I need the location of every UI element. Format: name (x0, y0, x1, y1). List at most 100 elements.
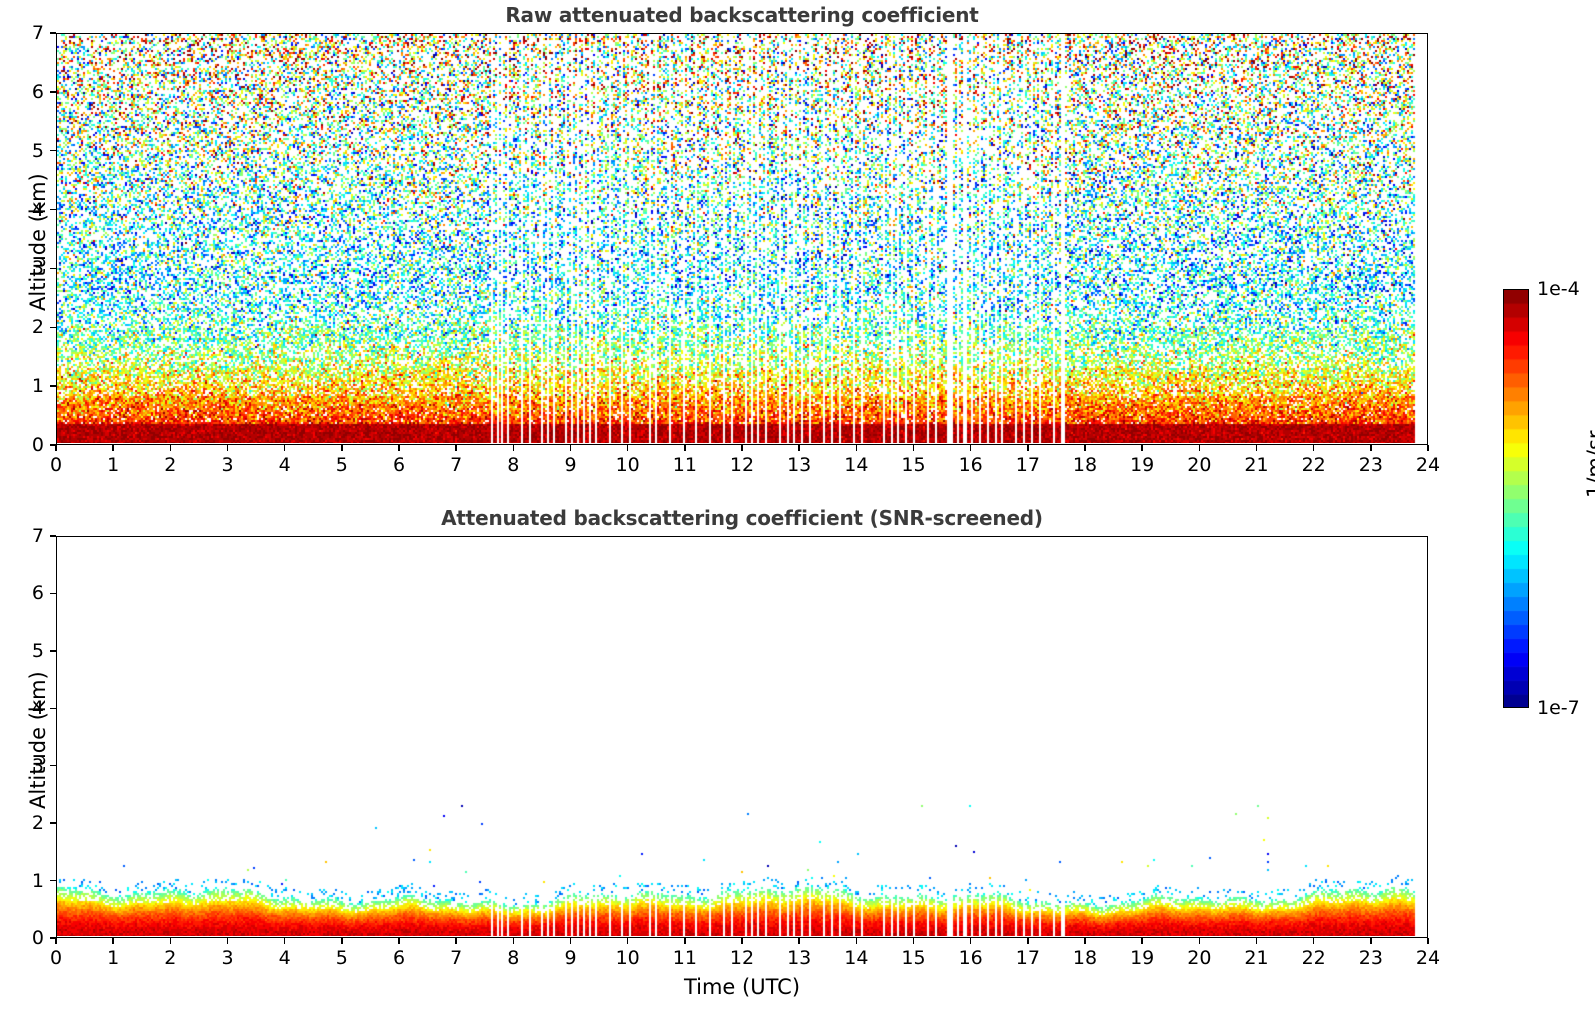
xtick-top-14 (855, 445, 858, 451)
xticklabel-top-20: 20 (1187, 454, 1212, 476)
xticklabel-bottom-6: 6 (392, 947, 406, 969)
xtick-bottom-19 (1141, 938, 1143, 944)
ytick-bottom-1 (50, 879, 56, 882)
yticklabel-top-1: 1 (31, 375, 44, 398)
xtick-top-22 (1312, 445, 1315, 451)
xticklabel-top-18: 18 (1072, 454, 1098, 476)
xtick-top-2 (169, 445, 172, 451)
xtick-top-5 (341, 445, 343, 451)
xtick-top-16 (969, 445, 972, 451)
colorbar-axis-label: 1/m/sr (1583, 430, 1595, 498)
xtick-top-15 (912, 445, 915, 451)
xticklabel-bottom-2: 2 (164, 947, 177, 969)
xticklabel-bottom-10: 10 (615, 947, 640, 969)
heatmap-raw (57, 34, 1426, 443)
xtick-bottom-6 (398, 938, 400, 944)
yticklabel-top-7: 7 (31, 22, 44, 44)
xtick-top-17 (1027, 445, 1029, 451)
xtick-top-9 (569, 445, 572, 451)
yticklabel-top-2: 2 (31, 316, 44, 339)
ytick-top-6 (50, 91, 56, 93)
yticklabel-top-0: 0 (31, 434, 44, 456)
ytick-bottom-6 (50, 592, 56, 595)
xticklabel-top-7: 7 (450, 454, 463, 476)
yticklabel-bottom-6: 6 (31, 582, 44, 605)
xtick-bottom-17 (1027, 938, 1029, 944)
xtick-top-18 (1084, 445, 1086, 451)
xtick-top-1 (112, 445, 114, 451)
xtick-bottom-18 (1084, 938, 1086, 944)
yticklabel-bottom-0: 0 (31, 927, 44, 949)
xtick-bottom-11 (684, 938, 686, 944)
xtick-top-21 (1255, 445, 1258, 451)
xticklabel-bottom-0: 0 (49, 947, 63, 969)
xticklabel-bottom-5: 5 (335, 947, 348, 969)
xticklabel-top-8: 8 (507, 454, 520, 476)
heatmap-snr (57, 537, 1426, 936)
xticklabel-top-0: 0 (49, 454, 63, 476)
xticklabel-bottom-1: 1 (107, 947, 120, 969)
xticklabel-top-1: 1 (107, 454, 120, 476)
xtick-bottom-4 (283, 938, 286, 944)
xtick-top-23 (1370, 445, 1372, 451)
xticklabel-top-22: 22 (1301, 454, 1326, 476)
xticklabel-top-4: 4 (278, 454, 291, 476)
xticklabel-bottom-20: 20 (1187, 947, 1212, 969)
page-title-raw-panel: Raw attenuated backscattering coefficien… (505, 3, 979, 27)
xticklabel-bottom-3: 3 (221, 947, 234, 969)
xticklabel-bottom-8: 8 (507, 947, 520, 969)
xtick-bottom-8 (512, 938, 515, 944)
xtick-top-0 (55, 445, 57, 451)
yticklabel-bottom-4: 4 (31, 697, 44, 720)
xticklabel-bottom-12: 12 (729, 947, 755, 969)
ytick-bottom-7 (50, 535, 56, 537)
xticklabel-bottom-17: 17 (1015, 947, 1040, 969)
ytick-top-7 (50, 32, 56, 34)
xticklabel-bottom-9: 9 (564, 947, 577, 969)
xticklabel-top-12: 12 (729, 454, 755, 476)
xtick-top-19 (1141, 445, 1143, 451)
yticklabel-bottom-3: 3 (31, 754, 44, 777)
plot-area-snr (56, 536, 1428, 938)
xtick-bottom-13 (798, 938, 800, 944)
plot-area-raw (56, 33, 1428, 445)
xtick-bottom-9 (569, 938, 572, 944)
page-title-snr-panel: Attenuated backscattering coefficient (S… (441, 506, 1043, 530)
xtick-top-11 (684, 445, 686, 451)
xtick-bottom-24 (1427, 938, 1429, 944)
xtick-bottom-23 (1370, 938, 1372, 944)
yticklabel-bottom-1: 1 (31, 869, 44, 892)
xticklabel-top-2: 2 (164, 454, 177, 476)
yticklabel-bottom-7: 7 (31, 525, 44, 547)
xticklabel-bottom-23: 23 (1358, 947, 1383, 969)
ytick-top-0 (50, 444, 56, 446)
ytick-bottom-0 (50, 937, 56, 939)
xtick-top-20 (1198, 445, 1201, 451)
colorbar-tick-max: 1e-4 (1537, 278, 1580, 300)
xtick-top-10 (626, 445, 629, 451)
xtick-bottom-3 (226, 938, 229, 944)
ytick-top-3 (50, 267, 56, 270)
xtick-bottom-15 (912, 938, 915, 944)
xticklabel-bottom-22: 22 (1301, 947, 1326, 969)
xtick-top-6 (398, 445, 400, 451)
yticklabel-top-4: 4 (31, 198, 44, 221)
xticklabel-top-9: 9 (564, 454, 577, 476)
xticklabel-bottom-13: 13 (787, 947, 812, 969)
ytick-top-4 (50, 208, 56, 211)
xticklabel-bottom-24: 24 (1415, 947, 1441, 969)
ytick-top-5 (50, 150, 56, 152)
xtick-bottom-12 (741, 938, 743, 944)
ytick-top-1 (50, 385, 56, 387)
xticklabel-bottom-16: 16 (958, 947, 983, 969)
colorbar (1503, 289, 1529, 708)
xtick-top-24 (1427, 445, 1429, 451)
xticklabel-bottom-7: 7 (450, 947, 463, 969)
xtick-top-13 (798, 445, 800, 451)
xtick-top-4 (283, 445, 286, 451)
xticklabel-top-11: 11 (672, 454, 697, 476)
xtick-top-12 (741, 445, 743, 451)
xaxis-label-bottom: Time (UTC) (683, 975, 801, 999)
ytick-bottom-4 (50, 707, 56, 709)
xtick-top-8 (512, 445, 515, 451)
